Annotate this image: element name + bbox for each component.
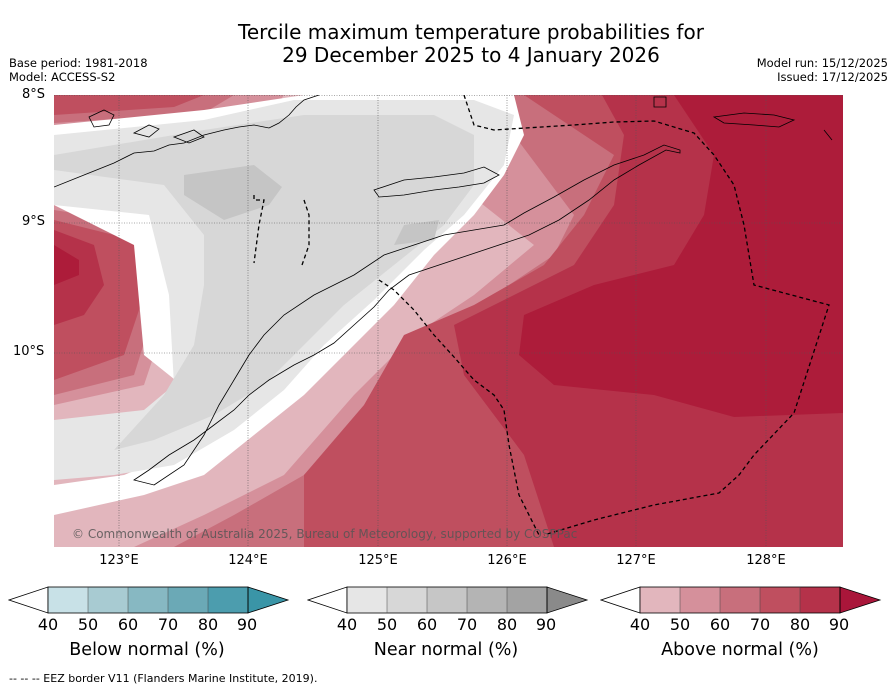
colorbar-near-bin-70 [467, 587, 507, 613]
colorbar-below-bin-50 [88, 587, 128, 613]
lon-label-128e: 128°E [746, 553, 786, 568]
lat-label-8s: 8°S [22, 87, 46, 102]
tick-above-70: 70 [749, 615, 771, 634]
colorbar-below-bin-80 [208, 587, 248, 613]
colorbar-near [307, 586, 589, 614]
lon-label-126e: 126°E [487, 553, 527, 568]
map-copyright: © Commonwealth of Australia 2025, Bureau… [72, 527, 577, 541]
colorbar-below-bin-60 [128, 587, 168, 613]
tick-above-90: 90 [828, 615, 850, 634]
model-name: Model: ACCESS-S2 [9, 70, 116, 84]
colorbar-above-title: Above normal (%) [661, 640, 819, 660]
tick-above-60: 60 [709, 615, 731, 634]
lon-label-124e: 124°E [228, 553, 268, 568]
tick-below-80: 80 [197, 615, 219, 634]
eez-borders [253, 95, 830, 536]
tick-near-40: 40 [336, 615, 358, 634]
colorbar-below-high-arrow [247, 586, 290, 614]
colorbar-below [8, 586, 290, 614]
colorbar-above-bin-80 [800, 587, 840, 613]
tick-below-50: 50 [77, 615, 99, 634]
title-line-2: 29 December 2025 to 4 January 2026 [282, 43, 660, 67]
coastline-timor [133, 144, 681, 486]
tick-near-70: 70 [456, 615, 478, 634]
tick-near-90: 90 [535, 615, 557, 634]
tick-near-60: 60 [416, 615, 438, 634]
coastline-flores [54, 95, 320, 188]
title-line-1: Tercile maximum temperature probabilitie… [238, 20, 704, 44]
base-period: Base period: 1981-2018 [9, 56, 148, 70]
lon-label-125e: 125°E [358, 553, 398, 568]
eez-footnote: -- -- -- EEZ border V11 (Flanders Marine… [9, 672, 318, 685]
tick-above-50: 50 [669, 615, 691, 634]
colorbar-near-outline [346, 586, 548, 614]
coastlines [54, 95, 833, 486]
coastline-wetar [373, 166, 500, 198]
colorbar-near-low-arrow [307, 586, 348, 614]
tick-below-40: 40 [37, 615, 59, 634]
tick-near-80: 80 [496, 615, 518, 634]
tick-above-80: 80 [789, 615, 811, 634]
colorbar-near-title: Near normal (%) [373, 640, 519, 660]
above-80-region [54, 95, 843, 547]
colorbar-near-bin-40 [347, 587, 387, 613]
tick-above-40: 40 [629, 615, 651, 634]
colorbar-below-low-arrow [8, 586, 49, 614]
colorbar-above-outline [639, 586, 841, 614]
tick-below-60: 60 [117, 615, 139, 634]
colorbar-near-high-arrow [546, 586, 589, 614]
tick-near-50: 50 [376, 615, 398, 634]
tick-below-90: 90 [236, 615, 258, 634]
colorbar-below-outline [47, 586, 249, 614]
near-50-region [54, 115, 474, 450]
colorbar-below-bin-40 [48, 587, 88, 613]
coastline-alor [88, 109, 205, 144]
probability-map: © Commonwealth of Australia 2025, Bureau… [54, 95, 843, 547]
tick-below-70: 70 [157, 615, 179, 634]
lat-label-9s: 9°S [22, 214, 46, 229]
above-90-region [54, 95, 843, 417]
coastline-north-islands [653, 96, 833, 141]
lat-label-10s: 10°S [13, 344, 45, 359]
colorbar-above-low-arrow [600, 586, 641, 614]
colorbar-above-bin-60 [720, 587, 760, 613]
issued-date: Issued: 17/12/2025 [777, 70, 888, 84]
lon-label-123e: 123°E [99, 553, 139, 568]
colorbar-above-bin-50 [680, 587, 720, 613]
graticule [54, 95, 843, 547]
colorbar-above [600, 586, 882, 614]
colorbar-near-bin-80 [507, 587, 547, 613]
colorbar-above-high-arrow [839, 586, 882, 614]
colorbar-below-title: Below normal (%) [69, 640, 225, 660]
model-run: Model run: 15/12/2025 [756, 56, 888, 70]
colorbar-above-bin-40 [640, 587, 680, 613]
colorbar-near-bin-60 [427, 587, 467, 613]
colorbar-above-bin-70 [760, 587, 800, 613]
colorbar-near-bin-50 [387, 587, 427, 613]
lon-label-127e: 127°E [616, 553, 656, 568]
colorbar-below-bin-70 [168, 587, 208, 613]
